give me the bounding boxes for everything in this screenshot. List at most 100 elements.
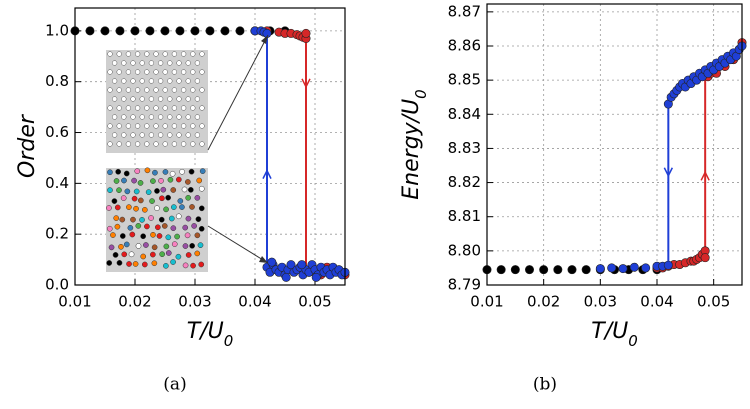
- inset-particle: [185, 78, 191, 84]
- inset-particle: [119, 233, 126, 239]
- inset-particle: [171, 141, 178, 147]
- inset-particle: [157, 96, 164, 102]
- inset-particle: [165, 194, 171, 201]
- inset-particle: [199, 168, 206, 174]
- x-tick-label: 0.02: [527, 293, 560, 311]
- inset-particle: [106, 260, 113, 266]
- plot-frame: [486, 3, 743, 286]
- inset-particle: [133, 188, 140, 195]
- data-point: [281, 272, 291, 282]
- data-point: [539, 265, 549, 275]
- data-point: [567, 265, 577, 275]
- x-tick-label: 0.04: [640, 293, 673, 311]
- data-point: [581, 265, 591, 275]
- inset-particle: [111, 114, 118, 120]
- y-tick-label: 0.8: [45, 72, 69, 90]
- inset-particle: [116, 260, 123, 266]
- inset-particle: [188, 168, 195, 175]
- inset-particle: [167, 114, 173, 120]
- data-point: [510, 265, 520, 275]
- inset-particle: [184, 179, 191, 185]
- inset-particle: [199, 51, 205, 57]
- data-point: [205, 26, 215, 36]
- x-axis-label-sub: 0: [628, 332, 638, 350]
- inset-particle: [115, 168, 122, 175]
- arrow-head: [262, 168, 272, 179]
- data-point: [301, 28, 311, 38]
- inset-ordered: [106, 50, 208, 153]
- inset-particle: [107, 87, 113, 93]
- inset-particle: [153, 51, 159, 57]
- inset-particle: [157, 132, 164, 138]
- inset-particle: [194, 114, 201, 120]
- inset-particle: [113, 215, 120, 221]
- inset-particle: [116, 123, 122, 129]
- inset-particle: [111, 198, 118, 204]
- inset-particle: [179, 168, 185, 175]
- inset-particle: [107, 105, 113, 111]
- inset-particle: [121, 132, 127, 138]
- inset-particle: [199, 123, 205, 129]
- inset-particle: [148, 78, 155, 84]
- inset-particle: [175, 176, 182, 183]
- inset-particle: [187, 186, 194, 193]
- inset-pointer: [207, 225, 269, 264]
- inset-particle: [116, 87, 122, 93]
- data-point: [595, 264, 605, 274]
- y-tick-label: 8.86: [448, 36, 481, 54]
- inset-particle: [175, 213, 182, 220]
- y-tick-label: 8.80: [448, 241, 481, 259]
- inset-particle: [185, 60, 191, 66]
- inset-particle: [176, 60, 182, 66]
- inset-particle: [162, 87, 168, 93]
- y-tick-label: 8.85: [448, 71, 481, 89]
- inset-particle: [144, 167, 151, 174]
- data-point: [130, 26, 140, 36]
- inset-particle: [153, 69, 159, 75]
- data-point: [700, 253, 710, 263]
- inset-particle: [180, 51, 187, 57]
- inset-particle: [144, 141, 150, 147]
- inset-particle: [189, 204, 195, 210]
- inset-particle: [130, 60, 136, 66]
- inset-particle: [157, 78, 164, 84]
- inset-particle: [121, 251, 128, 258]
- y-tick-label: 0.6: [45, 123, 69, 141]
- inset-particle: [163, 243, 170, 250]
- panel-caption: (a): [163, 375, 186, 395]
- inset-particle: [118, 243, 124, 250]
- inset-particle: [159, 251, 166, 258]
- inset-particle: [153, 105, 159, 111]
- inset-pointer-head: [261, 35, 268, 44]
- chart-panel: 0.01 0.02 0.03 0.04 0.05 0.0 0.2 0.4 0.6 0.8 1.0 T/…: [15, 7, 350, 395]
- data-point: [618, 264, 628, 274]
- y-axis-label-sub: 0: [412, 89, 430, 99]
- inset-particle: [127, 224, 134, 231]
- inset-particle: [184, 232, 191, 239]
- x-tick-label: 0.05: [298, 293, 331, 311]
- inset-particle: [168, 215, 175, 222]
- inset-particle: [111, 132, 118, 138]
- inset-particle: [111, 78, 118, 84]
- data-point: [524, 265, 534, 275]
- x-tick-label: 0.01: [58, 293, 91, 311]
- data-point: [311, 272, 321, 282]
- inset-particle: [152, 169, 158, 176]
- x-axis-label-main: T/U: [591, 319, 628, 344]
- inset-particle: [133, 205, 139, 212]
- inset-particle: [134, 168, 141, 174]
- inset-particle: [162, 123, 168, 129]
- inset-particle: [134, 51, 141, 57]
- inset-particle: [185, 252, 192, 258]
- inset-particle: [157, 60, 164, 66]
- inset-particle: [114, 204, 121, 211]
- inset-particle: [132, 261, 139, 267]
- inset-particle: [106, 225, 113, 232]
- inset-particle: [171, 105, 178, 111]
- inset-particle: [107, 187, 113, 194]
- inset-particle: [125, 87, 132, 93]
- inset-particle: [107, 141, 113, 147]
- inset-particle: [169, 170, 176, 177]
- inset-particle: [140, 233, 147, 240]
- inset-particle: [106, 205, 112, 211]
